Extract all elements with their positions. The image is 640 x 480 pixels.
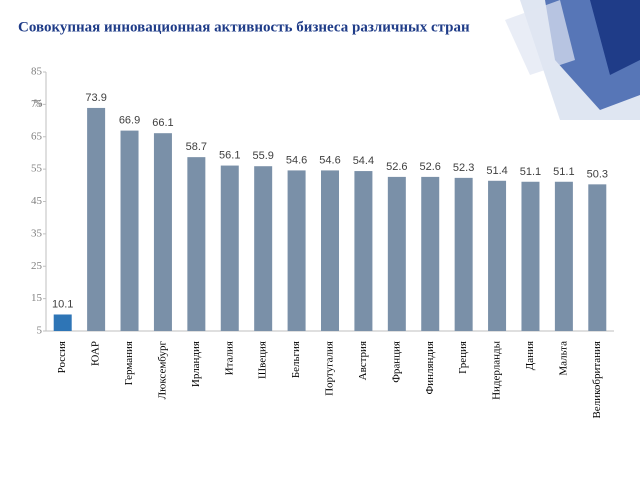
value-label: 52.6	[386, 161, 407, 173]
bar	[287, 170, 306, 331]
decoration	[505, 0, 640, 120]
x-tick-label: Мальта	[557, 341, 569, 376]
chart-title: Совокупная инновационная активность бизн…	[18, 19, 470, 35]
bar	[354, 171, 373, 331]
y-tick-label: 45	[31, 195, 43, 207]
bar	[187, 157, 206, 331]
value-label: 54.6	[319, 154, 340, 166]
x-tick-label: Великобритания	[591, 341, 603, 419]
bar	[120, 130, 139, 331]
value-label: 51.1	[553, 166, 574, 178]
x-tick-label: Дания	[524, 341, 536, 370]
value-label: 54.6	[286, 154, 307, 166]
value-label: 55.9	[252, 150, 273, 162]
y-tick-label: 5	[37, 325, 43, 337]
y-tick-label: 85	[31, 66, 43, 78]
x-tick-label: Греция	[457, 341, 469, 374]
bar	[87, 107, 106, 331]
bar	[521, 181, 540, 331]
bar	[220, 165, 239, 331]
x-tick-label: Португалия	[324, 341, 336, 396]
x-tick-label: Люксембург	[156, 341, 168, 400]
x-tick-label: Нидерланды	[491, 340, 503, 400]
x-tick-label: Ирландия	[190, 341, 202, 387]
x-tick-label: Италия	[223, 341, 235, 375]
bar	[554, 181, 573, 331]
value-label: 58.7	[186, 141, 207, 153]
y-tick-label: 65	[31, 130, 43, 142]
bar	[153, 133, 172, 331]
value-label: 50.3	[587, 168, 608, 180]
value-label: 73.9	[85, 92, 106, 104]
value-label: 51.1	[520, 166, 541, 178]
value-label: 66.9	[119, 115, 140, 127]
x-tick-label: Финляндия	[424, 341, 436, 394]
bar	[387, 176, 406, 331]
y-tick-label: 15	[31, 292, 43, 304]
value-label: 10.1	[52, 298, 73, 310]
bar	[321, 170, 339, 331]
x-tick-label: Швеция	[257, 341, 269, 379]
x-tick-label: Бельгия	[290, 341, 302, 378]
value-label: 52.3	[453, 162, 474, 174]
value-label: 56.1	[219, 150, 240, 162]
y-tick-label: 75	[31, 98, 43, 110]
bar	[588, 184, 607, 331]
y-tick-label: 55	[31, 163, 43, 175]
bar	[53, 314, 72, 331]
bar	[254, 166, 273, 331]
x-tick-label: Франция	[390, 341, 402, 383]
x-tick-label: Россия	[56, 341, 68, 373]
y-tick-label: 25	[31, 260, 43, 272]
bar	[454, 177, 473, 331]
value-label: 54.4	[353, 155, 374, 167]
y-axis-label: %	[33, 98, 42, 110]
bar	[421, 176, 440, 331]
x-tick-label: Австрия	[357, 341, 369, 380]
value-label: 66.1	[152, 117, 173, 129]
x-tick-label: ЮАР	[90, 341, 102, 366]
value-label: 52.6	[420, 161, 441, 173]
x-tick-label: Германия	[123, 341, 135, 385]
bar	[488, 180, 507, 331]
value-label: 51.4	[486, 165, 507, 177]
y-tick-label: 35	[31, 227, 43, 239]
